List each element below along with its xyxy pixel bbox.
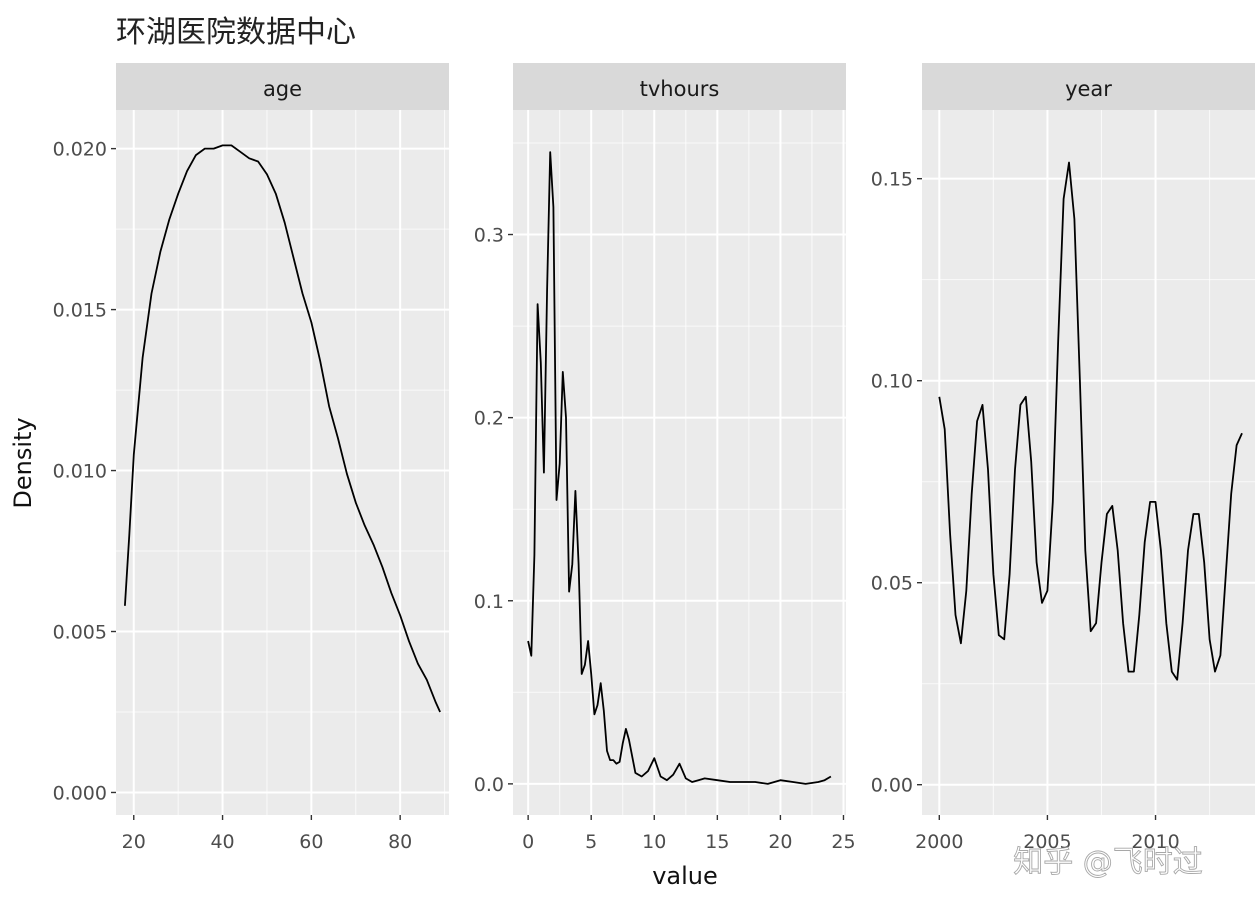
panel-background-age <box>116 110 449 815</box>
x-tick-label: 15 <box>705 831 729 853</box>
density-line-age <box>124 144 441 713</box>
facet-year: year 0.00 0.05 0.10 0.15 2000 2005 2010 <box>871 63 1255 853</box>
y-tick-label: 0.000 <box>53 782 107 804</box>
y-tick-label: 0.1 <box>474 591 504 613</box>
watermark-text: 知乎 @飞时过 <box>1013 845 1203 880</box>
strip-tvhours <box>513 63 846 110</box>
x-tick-label: 20 <box>768 831 792 853</box>
panel-background-year <box>922 110 1255 815</box>
y-tick-label: 0.00 <box>871 775 913 797</box>
strip-label-age: age <box>263 77 302 101</box>
y-tick-label: 0.05 <box>871 573 913 595</box>
x-tick-label: 60 <box>299 831 323 853</box>
strip-label-tvhours: tvhours <box>640 77 720 101</box>
x-tick-label: 0 <box>522 831 534 853</box>
y-tick-label: 0.2 <box>474 408 504 430</box>
y-tick-label: 0.010 <box>53 461 107 483</box>
y-tick-label: 0.020 <box>53 139 107 161</box>
x-tick-label: 40 <box>210 831 234 853</box>
y-tick-label: 0.15 <box>871 169 913 191</box>
y-tick-label: 0.0 <box>474 774 504 796</box>
strip-label-year: year <box>1065 77 1112 101</box>
facet-age: age 0.000 0.005 0.010 0.015 0.020 20 40 60 80 <box>53 63 449 853</box>
strip-age <box>116 63 449 110</box>
panel-background-tvhours <box>513 110 846 815</box>
x-tick-label: 2010 <box>1131 831 1179 853</box>
x-tick-label: 2000 <box>915 831 963 853</box>
facet-tvhours: tvhours 0.0 0.1 0.2 0.3 0 5 10 15 20 25 <box>474 63 856 853</box>
x-tick-label: 25 <box>831 831 855 853</box>
x-tick-label: 80 <box>388 831 412 853</box>
x-tick-label: 10 <box>642 831 666 853</box>
y-tick-label: 0.3 <box>474 225 504 247</box>
x-tick-label: 2005 <box>1023 831 1071 853</box>
x-tick-label: 5 <box>585 831 597 853</box>
density-line-year <box>938 161 1243 681</box>
y-tick-label: 0.005 <box>53 622 107 644</box>
y-axis-title: Density <box>9 417 37 508</box>
x-tick-label: 20 <box>122 831 146 853</box>
density-line-tvhours <box>527 151 832 785</box>
strip-year <box>922 63 1255 110</box>
plot-title: 环湖医院数据中心 <box>116 15 356 50</box>
y-tick-label: 0.015 <box>53 300 107 322</box>
y-tick-label: 0.10 <box>871 371 913 393</box>
x-axis-title: value <box>652 862 718 890</box>
